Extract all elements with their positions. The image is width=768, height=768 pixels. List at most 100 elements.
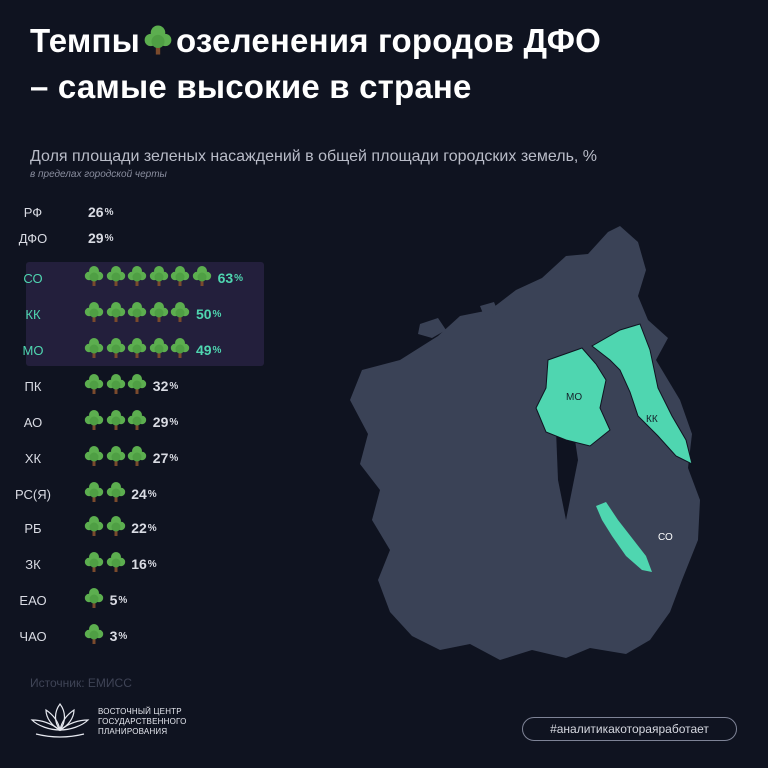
- tree-icon: [84, 515, 106, 542]
- category-label: КК: [25, 306, 41, 322]
- far-east-map: МО КК СО: [350, 226, 700, 660]
- lotus-logo-icon: [28, 700, 92, 742]
- unit-label: %: [104, 232, 114, 244]
- tree-icons: [84, 445, 149, 472]
- org-line1: ВОСТОЧНЫЙ ЦЕНТР: [98, 707, 182, 716]
- tree-icon: [143, 24, 173, 66]
- tree-icon: [192, 265, 214, 292]
- chart-row: РС(Я) 24%: [0, 481, 157, 508]
- tree-icon: [127, 301, 149, 328]
- value-label: 16: [131, 556, 147, 572]
- tree-icon: [106, 481, 128, 508]
- unit-label: %: [118, 594, 128, 606]
- category-label: ПК: [24, 378, 42, 394]
- map-label-mo: МО: [566, 392, 582, 403]
- chart-row: ХК 27%: [0, 445, 179, 472]
- value-label: 29: [88, 230, 104, 246]
- value-label: 27: [152, 450, 169, 466]
- category-label: РБ: [24, 520, 42, 536]
- tree-icon: [84, 337, 106, 364]
- category-label: ХК: [24, 450, 42, 466]
- tree-icons: [84, 515, 127, 542]
- value-label: 32: [152, 378, 169, 394]
- chart-row: ДФО 29%: [0, 226, 114, 250]
- unit-label: %: [147, 488, 157, 500]
- category-label: РС(Я): [15, 486, 51, 502]
- unit-label: %: [169, 380, 179, 392]
- title-line2: – самые высокие в стране: [30, 68, 472, 105]
- value-label: 63: [217, 270, 234, 286]
- category-label: ЗК: [25, 556, 41, 572]
- tree-icons: [84, 551, 127, 578]
- tree-icon: [84, 409, 106, 436]
- value-label: 50: [195, 306, 212, 322]
- map-island-small: [418, 318, 446, 338]
- tree-icon: [84, 623, 106, 650]
- map-island-small-2: [480, 302, 498, 316]
- tree-icon: [106, 265, 128, 292]
- category-label: АО: [23, 414, 43, 430]
- value-label: 49: [195, 342, 212, 358]
- chart-row: КК 50%: [0, 301, 222, 328]
- tree-icon: [149, 337, 171, 364]
- category-label: ЕАО: [19, 592, 47, 608]
- tree-icons: [84, 373, 149, 400]
- tree-icon: [106, 301, 128, 328]
- chart-row: ЧАО 3%: [0, 623, 127, 650]
- chart-row: МО 49%: [0, 337, 221, 364]
- tree-icon: [84, 445, 106, 472]
- map-bay: [556, 420, 578, 520]
- value-label: 29: [152, 414, 169, 430]
- map-region-mo: [535, 347, 611, 447]
- chart-subtitle: в пределах городской черты: [30, 169, 167, 180]
- tree-icon: [84, 301, 106, 328]
- category-label: РФ: [23, 204, 43, 220]
- tree-icons: [84, 623, 106, 650]
- title-part2: озеленения городов ДФО: [175, 22, 602, 59]
- chart-row: РФ 26%: [0, 200, 114, 224]
- category-label: ЧАО: [19, 628, 47, 644]
- value-label: 22: [131, 520, 147, 536]
- tree-icon: [84, 551, 106, 578]
- tree-icon: [106, 445, 128, 472]
- tree-icon: [106, 409, 128, 436]
- unit-label: %: [212, 308, 222, 320]
- tree-chart: РФ 26% ДФО 29% СО 63% КК 50% МО 49% ПК 32% АО 29% ХК 27…: [0, 0, 320, 660]
- category-label: ДФО: [18, 230, 48, 246]
- tree-icon: [149, 265, 171, 292]
- tree-icons: [84, 265, 214, 292]
- tree-icons: [84, 337, 192, 364]
- tree-icons: [84, 481, 127, 508]
- tree-icon: [127, 265, 149, 292]
- tree-icons: [84, 587, 106, 614]
- value-label: 5: [109, 592, 118, 608]
- map-label-so: СО: [658, 532, 673, 543]
- source-note: Источник: ЕМИСС: [30, 676, 132, 690]
- category-label: СО: [23, 270, 43, 286]
- map-region-kk: [591, 323, 693, 465]
- tree-icon: [84, 481, 106, 508]
- chart-row: РБ 22%: [0, 515, 157, 542]
- tree-icon: [127, 445, 149, 472]
- tree-icon: [127, 337, 149, 364]
- tree-icon: [170, 265, 192, 292]
- unit-label: %: [234, 272, 244, 284]
- hashtag-badge[interactable]: #аналитикакотораяработает: [522, 717, 737, 741]
- title-part1: Темпы: [30, 22, 140, 59]
- chart-row: СО 63%: [0, 265, 244, 292]
- tree-icon: [127, 373, 149, 400]
- page-title: Темпы озеленения городов ДФО – самые высо…: [30, 20, 750, 108]
- tree-icons: [84, 301, 192, 328]
- unit-label: %: [147, 522, 157, 534]
- tree-icon: [127, 409, 149, 436]
- map-label-kk: КК: [646, 414, 658, 425]
- unit-label: %: [169, 452, 179, 464]
- value-label: 24: [131, 486, 147, 502]
- tree-icon: [106, 551, 128, 578]
- tree-icon: [106, 337, 128, 364]
- tree-icon: [170, 337, 192, 364]
- tree-icon: [149, 301, 171, 328]
- unit-label: %: [104, 206, 114, 218]
- org-line2: ГОСУДАРСТВЕННОГО: [98, 717, 187, 726]
- category-label: МО: [22, 342, 44, 358]
